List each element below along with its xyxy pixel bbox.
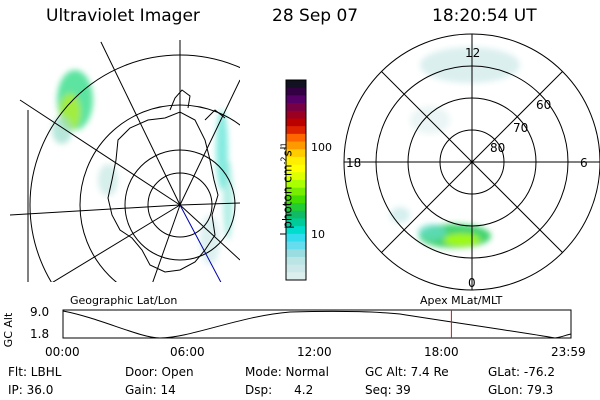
colorbar-segment <box>286 87 306 96</box>
gc-alt-info: GC Alt: 7.4 Re <box>365 365 449 379</box>
glon-info: GLon: 79.3 <box>488 383 554 397</box>
mlt-label-12: 12 <box>465 46 481 60</box>
mlat-label-80: 80 <box>490 141 506 155</box>
colorbar-segment <box>286 256 306 266</box>
timeline-ymax: 9.0 <box>30 305 50 319</box>
mlat-label-60: 60 <box>536 98 552 112</box>
colorbar-segment <box>286 95 306 104</box>
colorbar-segment <box>286 203 306 212</box>
ip-info: IP: 36.0 <box>8 383 54 397</box>
colorbar-segment <box>286 264 306 273</box>
date-label: 28 Sep 07 <box>272 6 359 26</box>
timeline-tick-1800: 18:00 <box>424 345 459 359</box>
mlt-label-18: 18 <box>346 156 362 170</box>
apex-title: Apex MLat/MLT <box>420 294 503 307</box>
geographic-projection <box>10 35 240 282</box>
colorbar <box>286 80 306 281</box>
filter-info: Flt: LBHL <box>8 365 62 379</box>
altitude-curve <box>62 310 572 339</box>
seq-info: Seq: 39 <box>365 383 411 397</box>
colorbar-segment <box>286 210 306 219</box>
glat-info: GLat: -76.2 <box>488 365 555 379</box>
colorbar-segment <box>286 156 306 166</box>
colorbar-segment <box>286 195 306 204</box>
colorbar-segment <box>286 187 306 196</box>
dsp-info: Dsp: 4.2 <box>245 383 314 397</box>
altitude-timeline <box>62 309 572 339</box>
geographic-title: Geographic Lat/Lon <box>70 294 178 307</box>
polar-plot <box>343 33 600 291</box>
colorbar-segment <box>286 249 306 258</box>
time-label: 18:20:54 UT <box>432 6 537 26</box>
gain-info: Gain: 14 <box>125 383 176 397</box>
instrument-title: Ultraviolet Imager <box>46 6 200 26</box>
mlt-label-6: 6 <box>580 156 588 170</box>
colorbar-segment <box>286 180 306 189</box>
mlt-label-0: 0 <box>468 276 476 290</box>
timeline-tick-0000: 00:00 <box>45 345 80 359</box>
colorbar-segment <box>286 110 306 119</box>
colorbar-segment <box>286 272 306 281</box>
colorbar-segment <box>286 118 306 127</box>
timeline-ylabel: GC Alt <box>2 312 15 348</box>
colorbar-tick-100: 100 <box>311 141 332 154</box>
colorbar-tick-10: 10 <box>311 228 325 241</box>
colorbar-segment <box>286 126 306 135</box>
colorbar-segment <box>286 172 306 181</box>
coastline <box>107 111 219 273</box>
colorbar-segment <box>286 226 306 235</box>
mlat-label-70: 70 <box>513 121 529 135</box>
colorbar-segment <box>286 141 306 150</box>
colorbar-segment <box>286 149 306 158</box>
colorbar-segment <box>286 233 306 243</box>
colorbar-axis-label: photon cm-2s-1 <box>279 142 295 229</box>
colorbar-segment <box>286 241 306 250</box>
colorbar-segment <box>286 80 306 89</box>
colorbar-segment <box>286 133 306 143</box>
timeline-tick-0600: 06:00 <box>170 345 205 359</box>
door-info: Door: Open <box>125 365 194 379</box>
timeline-ymin: 1.8 <box>30 327 50 341</box>
timeline-tick-1200: 12:00 <box>297 345 332 359</box>
colorbar-segment <box>286 164 306 173</box>
colorbar-segment <box>286 218 306 227</box>
timeline-tick-2359: 23:59 <box>551 345 586 359</box>
colorbar-segment <box>286 103 306 112</box>
mode-info: Mode: Normal <box>245 365 329 379</box>
